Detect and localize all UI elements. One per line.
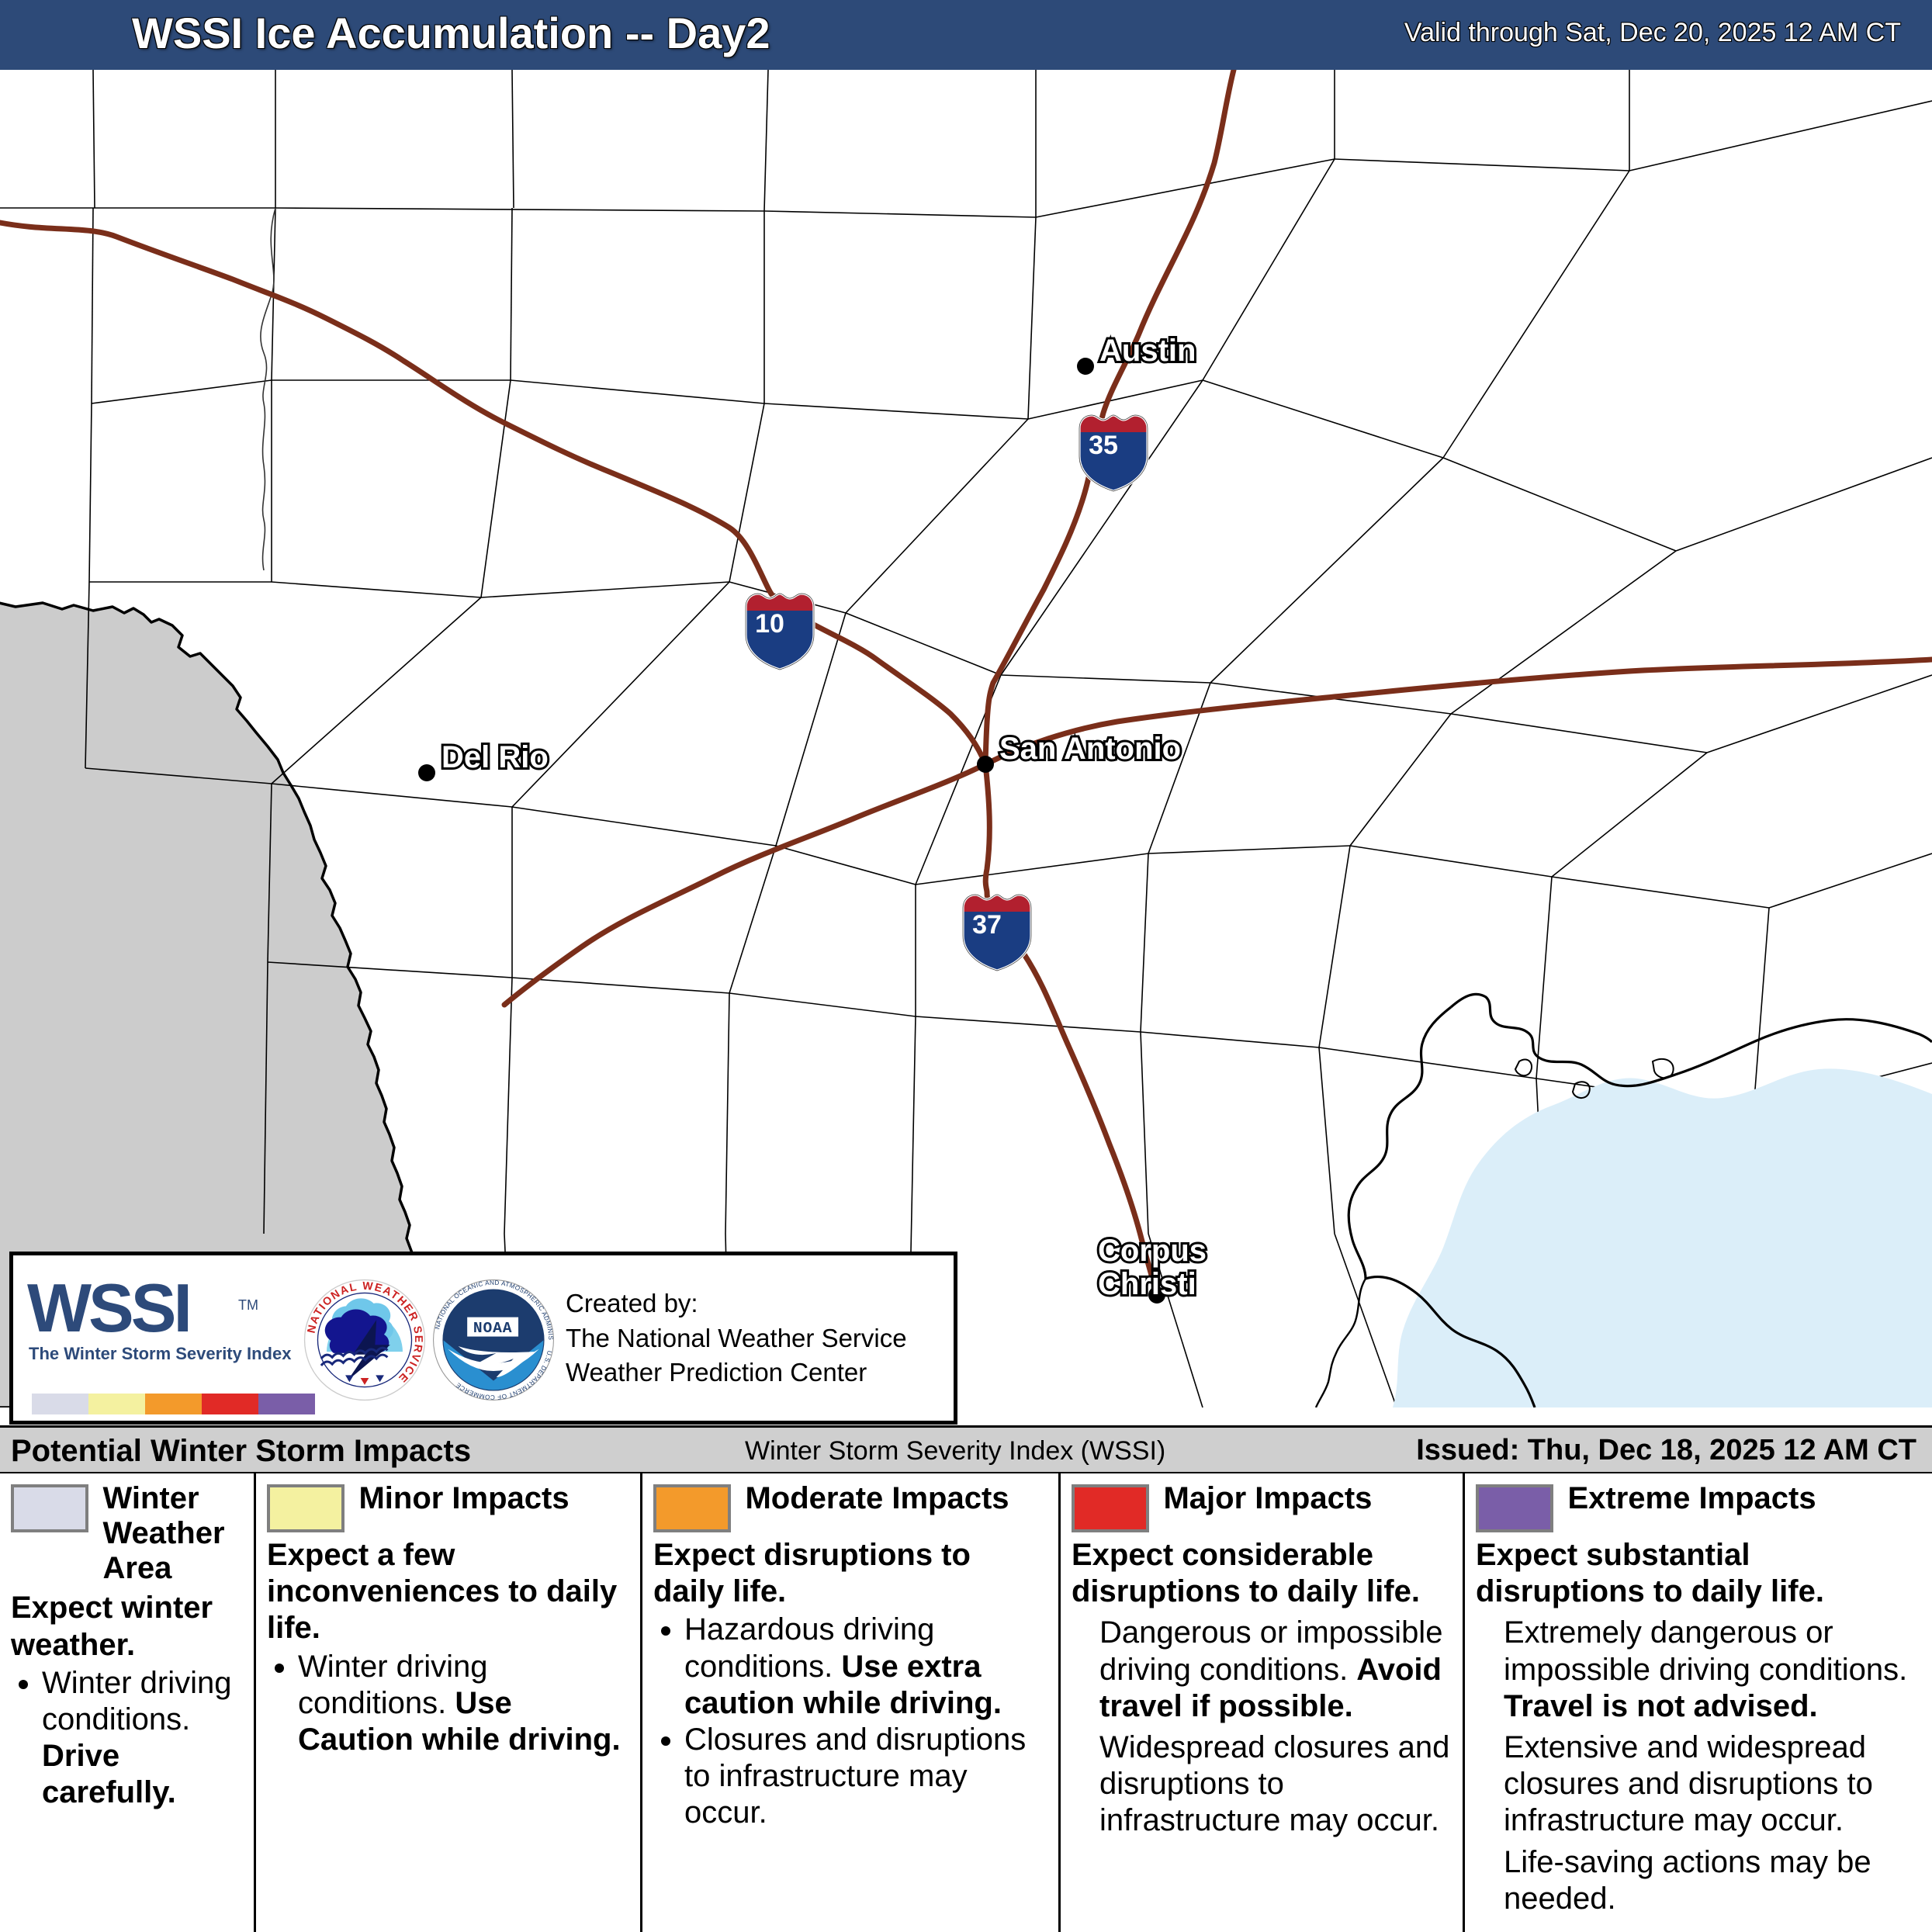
- svg-text:The Winter Storm Severity Inde: The Winter Storm Severity Index: [29, 1344, 292, 1363]
- svg-text:San Antonio: San Antonio: [999, 732, 1181, 766]
- svg-text:10: 10: [755, 609, 784, 639]
- svg-text:Corpus: Corpus: [1098, 1234, 1207, 1268]
- svg-text:WSSI: WSSI: [27, 1269, 189, 1346]
- svg-text:Christi: Christi: [1098, 1267, 1196, 1301]
- svg-text:35: 35: [1089, 431, 1118, 460]
- svg-text:NOAA: NOAA: [473, 1320, 513, 1337]
- svg-text:Austin: Austin: [1099, 334, 1196, 368]
- svg-text:Del Rio: Del Rio: [441, 740, 549, 774]
- svg-text:TM: TM: [238, 1297, 258, 1313]
- svg-text:37: 37: [972, 910, 1002, 940]
